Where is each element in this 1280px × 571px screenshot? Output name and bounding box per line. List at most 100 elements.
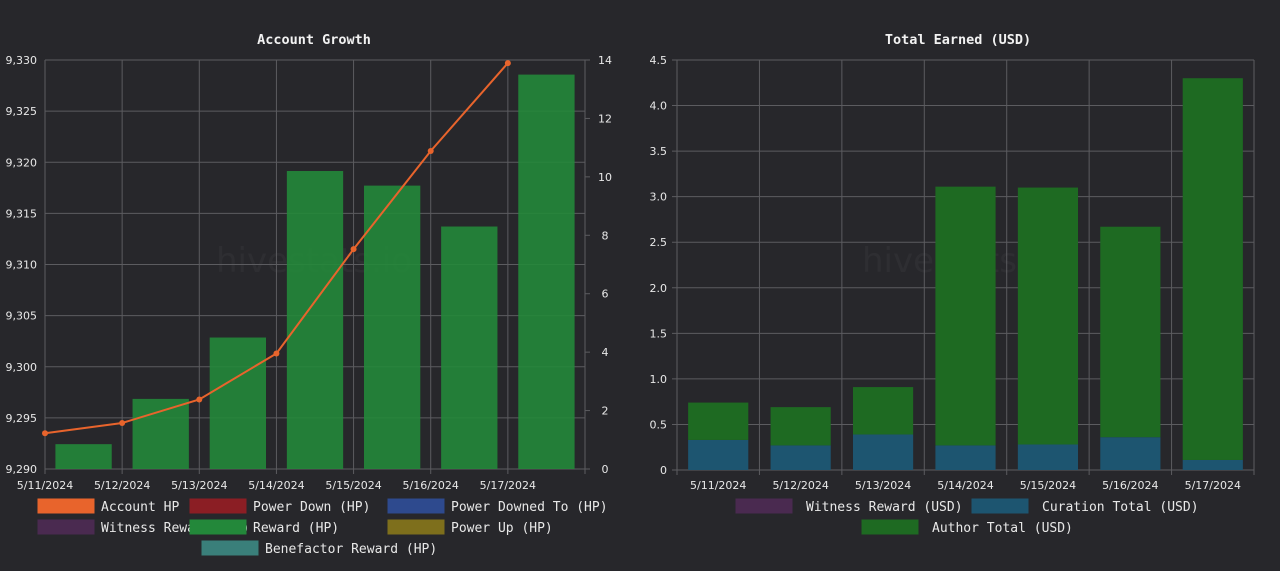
curation-total-bar	[852, 434, 914, 470]
left-y-tick-label: 9,315	[6, 207, 38, 220]
account-hp-point	[196, 396, 203, 403]
account-hp-line	[42, 60, 511, 437]
reward-hp-bar	[441, 226, 498, 469]
reward-hp-bar	[286, 171, 344, 469]
total-earned-svg: Total Earned (USD) hivestats.io 00.51.01…	[650, 32, 1255, 536]
right-chart-y-tick-label: 2.0	[650, 282, 668, 295]
left-x-tick-label: 5/13/2024	[171, 479, 227, 492]
legend-swatch	[387, 498, 445, 514]
curation-total-bar	[1017, 444, 1079, 470]
author-total-bar	[1017, 187, 1079, 445]
reward-hp-bars	[55, 74, 575, 469]
right-chart-y-tick-label: 1.5	[650, 327, 668, 340]
right-y-tick-label: 8	[602, 229, 609, 242]
right-chart-x-tick-label: 5/16/2024	[1102, 479, 1158, 492]
right-chart-y-tick-label: 4.0	[650, 100, 668, 113]
account-hp-point	[504, 60, 511, 67]
account-hp-point	[42, 430, 48, 437]
right-chart-x-tick-label: 5/13/2024	[855, 479, 911, 492]
legend-label: Account HP	[101, 500, 179, 515]
right-chart-x-tick-label: 5/11/2024	[690, 479, 746, 492]
total-earned-title: Total Earned (USD)	[885, 32, 1031, 48]
legend-label: Witness Reward (USD)	[806, 500, 963, 515]
legend-swatch	[971, 498, 1029, 514]
legend-swatch	[387, 519, 445, 535]
legend-label: Power Downed To (HP)	[451, 500, 608, 515]
left-x-tick-label: 5/16/2024	[403, 479, 459, 492]
account-growth-title: Account Growth	[257, 32, 371, 48]
curation-total-bar	[935, 445, 996, 470]
author-total-bar	[688, 402, 749, 440]
account-growth-legend: Account HP Power Down (HP) Power Downed To…	[37, 498, 608, 557]
right-chart-y-tick-label: 4.5	[650, 54, 668, 67]
author-total-bar	[852, 387, 914, 435]
right-chart-y-axis-ticks: 0 0.5 1.0 1.5 2.0 2.5 3.0 3.5 4.0 4.5	[650, 54, 668, 477]
right-y-tick-label: 14	[598, 54, 612, 67]
left-y-tick-label: 9,295	[6, 412, 38, 425]
account-hp-point	[427, 148, 434, 155]
right-y-tick-label: 4	[602, 346, 609, 359]
legend-swatch	[201, 540, 259, 556]
right-y-tick-label: 2	[602, 405, 609, 418]
left-x-tick-label: 5/15/2024	[325, 479, 381, 492]
author-total-bar	[1100, 226, 1161, 438]
left-x-tick-label: 5/12/2024	[94, 479, 150, 492]
legend-label: Reward (HP)	[253, 521, 339, 536]
right-chart-y-tick-label: 0.5	[650, 418, 668, 431]
right-chart-y-tick-label: 3.5	[650, 145, 668, 158]
earned-stacked-bars	[688, 78, 1243, 470]
right-y-axis-ticks: 0 2 4 6 8 10 12 14	[585, 54, 612, 476]
author-total-bar	[770, 407, 831, 446]
left-y-tick-label: 9,305	[6, 310, 38, 323]
right-chart-x-tick-label: 5/14/2024	[937, 479, 993, 492]
right-chart-y-tick-label: 2.5	[650, 236, 668, 249]
left-y-tick-label: 9,300	[6, 361, 38, 374]
left-y-tick-label: 9,290	[6, 463, 38, 476]
reward-hp-bar	[518, 74, 575, 469]
right-chart-x-tick-label: 5/15/2024	[1020, 479, 1076, 492]
right-chart-x-tick-label: 5/12/2024	[772, 479, 828, 492]
right-chart-y-tick-label: 1.0	[650, 373, 668, 386]
legend-label: Author Total (USD)	[932, 521, 1073, 536]
right-y-tick-label: 10	[598, 171, 612, 184]
right-chart-x-axis-ticks: 5/11/2024 5/12/2024 5/13/2024 5/14/2024 5/15…	[690, 479, 1241, 492]
curation-total-bar	[1100, 437, 1161, 470]
left-x-axis-ticks: 5/11/2024 5/12/2024 5/13/2024 5/14/2024 5/15…	[17, 479, 536, 492]
left-y-tick-label: 9,320	[6, 156, 38, 169]
account-hp-point	[350, 246, 357, 253]
reward-hp-bar	[132, 398, 189, 469]
left-y-tick-label: 9,310	[6, 259, 38, 272]
legend-swatch	[189, 519, 247, 535]
curation-total-bar	[688, 439, 749, 470]
author-total-bar	[1182, 78, 1243, 460]
left-x-tick-label: 5/17/2024	[480, 479, 536, 492]
reward-hp-bar	[363, 185, 421, 469]
total-earned-legend: Witness Reward (USD) Curation Total (USD)…	[735, 498, 1199, 536]
account-growth-svg: Account Growth hivestats.io 9,2909,2959,…	[6, 32, 613, 557]
account-growth-chart: Account Growth hivestats.io 9,2909,2959,…	[0, 0, 640, 567]
curation-total-bar	[770, 445, 831, 470]
account-hp-point	[273, 350, 280, 357]
author-total-bar	[935, 186, 996, 446]
right-chart-y-tick-label: 0	[660, 464, 667, 477]
right-y-tick-label: 0	[602, 463, 609, 476]
total-earned-chart: Total Earned (USD) hivestats.io 00.51.01…	[640, 0, 1280, 567]
legend-swatch	[861, 519, 919, 535]
legend-swatch	[189, 498, 247, 514]
right-chart-x-tick-label: 5/17/2024	[1185, 479, 1241, 492]
left-x-tick-label: 5/14/2024	[248, 479, 304, 492]
right-y-tick-label: 6	[602, 288, 609, 301]
left-x-tick-label: 5/11/2024	[17, 479, 73, 492]
reward-hp-bar	[55, 444, 112, 469]
legend-swatch	[37, 519, 95, 535]
reward-hp-bar	[209, 337, 267, 469]
left-y-axis-ticks: 9,290 9,295 9,300 9,305 9,310 9,315 9,320 9,325…	[6, 54, 38, 476]
curation-total-bar	[1182, 459, 1243, 470]
left-y-tick-label: 9,325	[6, 105, 38, 118]
legend-swatch	[735, 498, 793, 514]
right-y-tick-label: 12	[598, 112, 612, 125]
legend-label: Power Down (HP)	[253, 500, 370, 515]
legend-swatch	[37, 498, 95, 514]
account-hp-point	[119, 419, 126, 426]
legend-label: Curation Total (USD)	[1042, 500, 1199, 515]
